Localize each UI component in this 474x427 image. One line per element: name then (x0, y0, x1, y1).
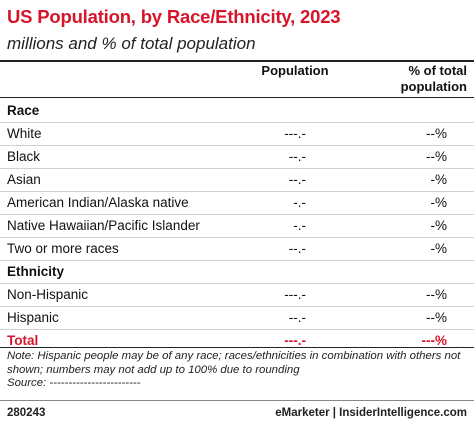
population: -.- (293, 218, 306, 233)
row-label: Two or more races (7, 241, 119, 256)
row-divider (0, 122, 474, 123)
note: Note: Hispanic people may be of any race… (7, 350, 461, 376)
total-population: ---.- (284, 333, 306, 348)
row-label: Hispanic (7, 310, 59, 325)
row-divider (0, 237, 474, 238)
section-header: Ethnicity (7, 264, 65, 279)
percent: -% (430, 195, 448, 210)
row-label: American Indian/Alaska native (7, 195, 189, 210)
population: --.- (288, 241, 306, 256)
row-divider (0, 214, 474, 215)
percent: -% (430, 241, 448, 256)
percent: --% (426, 149, 447, 164)
title: US Population, by Race/Ethnicity, 2023 (7, 6, 341, 27)
population: --.- (288, 310, 306, 325)
footer-source: eMarketer | InsiderIntelligence.com (275, 407, 467, 419)
rule (0, 347, 474, 348)
percent: --% (426, 287, 447, 302)
subtitle: millions and % of total population (7, 34, 256, 53)
column-header: Population (261, 63, 329, 78)
row-label: Asian (7, 172, 41, 187)
row-label: Non-Hispanic (7, 287, 89, 302)
row-label: White (7, 126, 42, 141)
total-label: Total (7, 333, 39, 348)
row-divider (0, 145, 474, 146)
percent: --% (426, 126, 447, 141)
rule (0, 400, 474, 401)
population: ---.- (284, 126, 306, 141)
section-header: Race (7, 103, 40, 118)
percent: -% (430, 172, 448, 187)
percent: -% (430, 218, 448, 233)
row-divider (0, 306, 474, 307)
row-label: Native Hawaiian/Pacific Islander (7, 218, 200, 233)
population: --.- (288, 172, 306, 187)
row-divider (0, 168, 474, 169)
row-divider (0, 191, 474, 192)
footer-id: 280243 (7, 407, 46, 419)
population: ---.- (284, 287, 306, 302)
population: --.- (288, 149, 306, 164)
row-divider (0, 329, 474, 330)
total-percent: ---% (421, 333, 448, 348)
percent: --% (426, 310, 447, 325)
column-header: % of total population (400, 63, 467, 94)
row-divider (0, 260, 474, 261)
rule (0, 60, 474, 62)
notes: Note: Hispanic people may be of any race… (7, 350, 469, 391)
rule (0, 97, 474, 98)
row-divider (0, 283, 474, 284)
source: Source: ------------------------ (7, 377, 141, 389)
population: -.- (293, 195, 306, 210)
row-label: Black (7, 149, 41, 164)
